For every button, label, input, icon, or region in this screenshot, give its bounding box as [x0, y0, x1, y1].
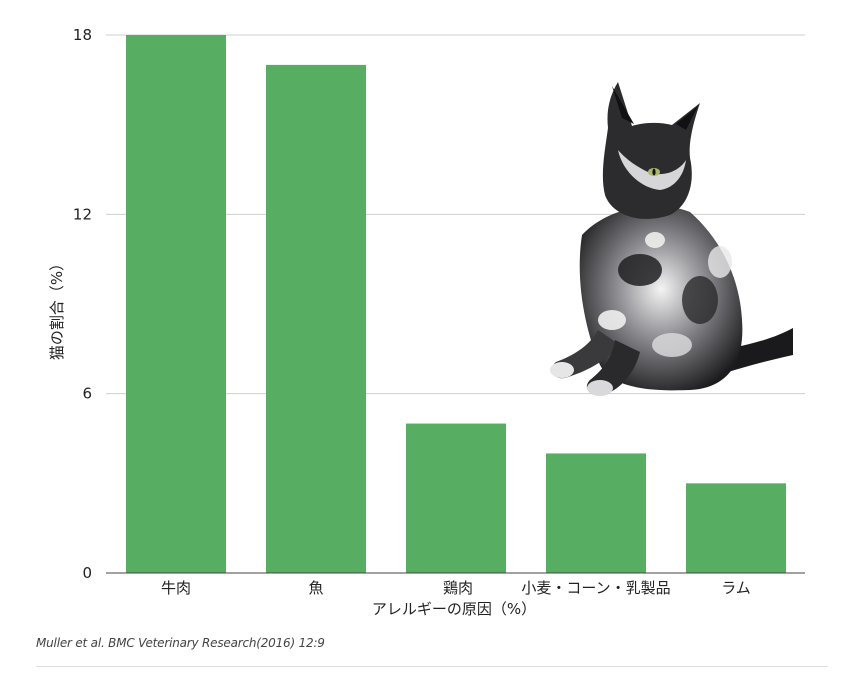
footer-divider: [36, 666, 828, 667]
x-tick-label: 牛肉: [161, 579, 191, 597]
cat-photo: [550, 82, 793, 396]
x-tick-label: 鶏肉: [443, 579, 473, 597]
source-caption: Muller et al. BMC Veterinary Research(20…: [36, 636, 325, 650]
y-tick-label: 18: [73, 26, 92, 44]
x-tick-label: ラム: [721, 579, 751, 597]
y-axis-title: 猫の割合（%）: [48, 256, 66, 360]
bars: [126, 35, 786, 573]
bar: [686, 483, 786, 573]
x-axis-ticks: 牛肉 魚 鶏肉 小麦・コーン・乳製品 ラム: [161, 579, 751, 597]
bar-chart: 0 6 12 18 牛肉 魚 鶏肉 小麦・コーン・乳製品 ラム 猫の割合（%） アレルギーの原…: [48, 26, 805, 618]
x-axis-title: アレルギーの原因（%）: [372, 600, 536, 618]
y-axis-ticks: 0 6 12 18: [73, 26, 92, 582]
y-tick-label: 0: [82, 564, 92, 582]
x-tick-label: 魚: [308, 579, 323, 597]
x-tick-label: 小麦・コーン・乳製品: [521, 579, 670, 597]
y-tick-label: 6: [82, 385, 92, 403]
bar: [546, 453, 646, 573]
bar: [266, 64, 366, 573]
bar: [406, 423, 506, 573]
bar: [126, 35, 226, 573]
y-tick-label: 12: [73, 205, 92, 223]
